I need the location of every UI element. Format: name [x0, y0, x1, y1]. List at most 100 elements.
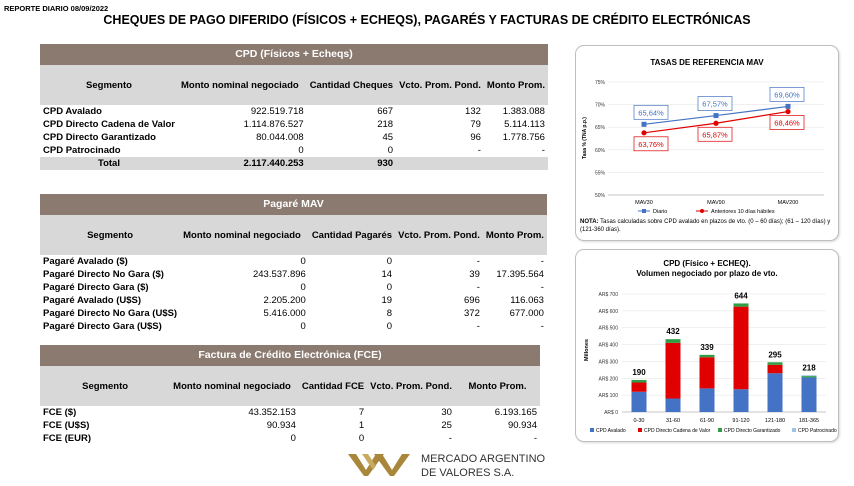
- total-monto: 2.117.440.253: [177, 157, 307, 170]
- y-tick-label: AR$ 200: [599, 376, 619, 382]
- pagare-table: Pagaré MAV Segmento Monto nominal negoci…: [40, 194, 547, 333]
- y-tick-label: 70%: [595, 103, 606, 109]
- bar-total-label: 644: [734, 291, 748, 300]
- vcto-cell: -: [476, 256, 480, 267]
- total-label: Total: [40, 157, 178, 170]
- y-tick-label: 60%: [595, 148, 606, 154]
- x-tick-label: 0-30: [633, 418, 644, 424]
- bar-total-label: 295: [768, 350, 782, 359]
- monto-prom-cell: 1.778.756: [502, 132, 545, 143]
- monto-prom-cell: 90.934: [507, 420, 537, 431]
- legend-swatch: [590, 428, 594, 432]
- segment-cell: Pagaré Directo No Gara ($): [43, 269, 164, 280]
- legend-swatch: [638, 428, 642, 432]
- data-label: 65,87%: [702, 130, 728, 139]
- segment-cell: Pagaré Avalado (U$S): [43, 295, 142, 306]
- x-tick-label: MAV200: [778, 200, 799, 206]
- header-vcto: Vcto. Prom. Pond.: [367, 366, 455, 406]
- header-cantidad: Cantidad FCE: [298, 366, 368, 406]
- vcto-cell: 132: [465, 106, 481, 117]
- segment-cell: Pagaré Directo Gara ($): [43, 282, 149, 293]
- monto-prom-cell: 677.000: [509, 308, 544, 319]
- table-row: Pagaré Avalado (U$S) 2.205.200 19 696 116.06…: [40, 294, 547, 307]
- monto-cell: 43.352.153: [248, 407, 296, 418]
- table-row: CPD Avalado 922.519.718 667 132 1.383.088: [40, 105, 548, 118]
- data-point: [785, 103, 791, 109]
- monto-cell: 0: [300, 282, 306, 293]
- header-vcto: Vcto. Prom. Pond.: [396, 65, 484, 105]
- monto-cell: 2.205.200: [263, 295, 306, 306]
- monto-prom-cell: -: [540, 256, 544, 267]
- y-tick-label: AR$ 100: [599, 393, 619, 399]
- vcto-cell: -: [448, 433, 452, 444]
- header-segmento: Segmento: [40, 366, 171, 406]
- y-tick-label: AR$ 500: [599, 326, 619, 332]
- monto-cell: 0: [300, 256, 306, 267]
- y-tick-label: 55%: [595, 170, 606, 176]
- volume-chart-subtitle: Volumen negociado por plazo de vto.: [636, 269, 778, 278]
- y-axis-label: Tasa % (TNA p.p.): [582, 117, 588, 159]
- bar-segment: [801, 377, 817, 412]
- header-vcto: Vcto. Prom. Pond.: [395, 215, 483, 255]
- rates-chart-title: TASAS DE REFERENCIA MAV: [650, 58, 764, 67]
- cantidad-cell: 7: [358, 407, 365, 418]
- bar-segment: [767, 362, 783, 365]
- bar-segment: [699, 357, 715, 389]
- header-monto-nominal: Monto nominal negociado: [177, 65, 307, 105]
- monto-prom-cell: 1.383.088: [502, 106, 545, 117]
- y-tick-label: 75%: [595, 80, 606, 86]
- table-row: Pagaré Directo Gara (U$S) 0 0 - -: [40, 320, 547, 333]
- bar-total-label: 190: [632, 368, 646, 377]
- bar-segment: [801, 376, 817, 378]
- legend-label: CPD Avalado: [596, 428, 626, 434]
- monto-cell: 80.044.008: [256, 132, 304, 143]
- pagare-table-title: Pagaré MAV: [40, 194, 547, 215]
- data-point: [713, 120, 719, 126]
- monto-prom-cell: -: [541, 145, 545, 156]
- segment-cell: CPD Directo Garantizado: [43, 132, 156, 143]
- data-label-box: [697, 96, 733, 111]
- header-segmento: Segmento: [40, 215, 181, 255]
- mav-logo-icon: [348, 454, 410, 476]
- vcto-cell: 696: [464, 295, 480, 306]
- legend-swatch: [718, 428, 722, 432]
- bar-total-label: 339: [700, 343, 714, 352]
- y-tick-label: AR$ 700: [599, 292, 619, 298]
- legend-label: Diario: [653, 209, 667, 215]
- vcto-cell: 79: [470, 119, 481, 130]
- logo-text: MERCADO ARGENTINO DE VALORES S.A.: [421, 452, 545, 480]
- monto-cell: 0: [300, 321, 306, 332]
- volume-bar-chart: AR$ 0 AR$ 100 AR$ 200 AR$ 300 AR$ 400 AR$ 500…: [584, 291, 837, 434]
- data-label-box: [633, 136, 669, 152]
- monto-cell: 1.114.876.527: [243, 119, 304, 130]
- vcto-cell: 96: [470, 132, 481, 143]
- data-label: 69,60%: [774, 90, 800, 99]
- legend-label: CPD Directo Cadena de Valor: [644, 428, 711, 434]
- legend-marker: [642, 209, 646, 213]
- data-point: [713, 113, 719, 119]
- data-label: 63,76%: [638, 140, 664, 149]
- y-tick-label: AR$ 400: [599, 343, 619, 349]
- cantidad-cell: 45: [382, 132, 394, 143]
- monto-prom-cell: -: [533, 433, 537, 444]
- monto-cell: 0: [290, 433, 296, 444]
- bar-segment: [699, 388, 715, 412]
- cpd-table-title: CPD (Físicos + Echeqs): [40, 44, 548, 65]
- table-row: Pagaré Directo Gara ($) 0 0 - -: [40, 281, 547, 294]
- cantidad-cell: 14: [381, 269, 393, 280]
- y-tick-label: 50%: [595, 193, 606, 199]
- legend-label: CPD Directo Garantizado: [724, 428, 781, 434]
- table-row: CPD Directo Cadena de Valor 1.114.876.527…: [40, 118, 548, 131]
- cantidad-cell: 1: [358, 420, 365, 431]
- pagare-table-header: Segmento Monto nominal negociado Cantida…: [40, 215, 547, 255]
- legend-label: CPD Patrocinado: [798, 428, 837, 434]
- bar-segment: [767, 373, 783, 412]
- data-point: [641, 121, 647, 127]
- rates-chart-note: NOTA: Tasas calculadas sobre CPD avalado…: [580, 219, 831, 233]
- data-label-box: [697, 126, 733, 142]
- cantidad-cell: 0: [386, 256, 393, 267]
- y-axis-label: Millones: [584, 339, 590, 361]
- bar-segment: [665, 339, 681, 343]
- cantidad-cell: 0: [386, 282, 393, 293]
- fce-table-header: Segmento Monto nominal negociado Cantida…: [40, 366, 540, 406]
